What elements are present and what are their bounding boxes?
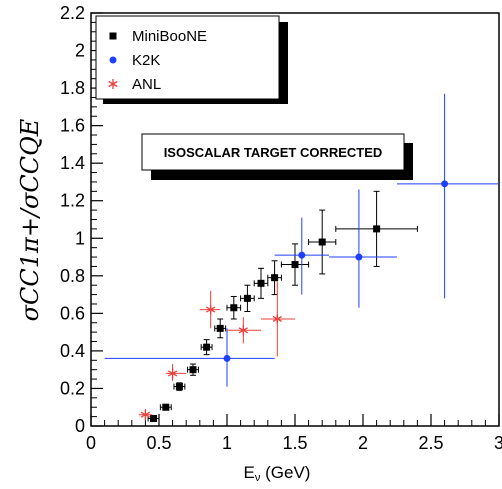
y-tick-label: 0.2 bbox=[60, 378, 85, 398]
y-tick-label: 1.6 bbox=[60, 116, 85, 136]
k2k-point bbox=[441, 180, 449, 188]
legend-marker-anl bbox=[108, 79, 118, 89]
legend-marker-k2k bbox=[109, 56, 117, 64]
y-tick-label: 0.4 bbox=[60, 341, 85, 361]
legend: MiniBooNE K2K ANL bbox=[95, 15, 288, 104]
x-tick-label: 0 bbox=[86, 433, 96, 453]
legend-label-anl: ANL bbox=[132, 76, 161, 93]
x-tick-label: 0.5 bbox=[146, 433, 171, 453]
y-tick-label: 2 bbox=[75, 41, 85, 61]
miniboone-point bbox=[318, 238, 326, 246]
anl-series bbox=[138, 281, 295, 421]
x-tick-label: 2 bbox=[358, 433, 368, 453]
y-tick-label: 0.8 bbox=[60, 266, 85, 286]
miniboone-point bbox=[216, 324, 224, 332]
miniboone-point bbox=[243, 294, 251, 302]
x-axis-title: Eν (GeV) bbox=[244, 463, 311, 484]
y-tick-label: 1 bbox=[75, 228, 85, 248]
legend-label-miniboone: MiniBooNE bbox=[132, 28, 207, 45]
x-axis-title-main: E bbox=[244, 463, 255, 482]
k2k-point bbox=[355, 253, 363, 261]
miniboone-point bbox=[271, 274, 279, 282]
x-axis-title-unit: (GeV) bbox=[260, 463, 310, 482]
y-tick-label: 1.4 bbox=[60, 153, 85, 173]
y-axis-title: σCC1π+/σCCQE bbox=[16, 118, 44, 321]
miniboone-point bbox=[257, 279, 265, 287]
x-tick-label: 3 bbox=[494, 433, 502, 453]
series-layer bbox=[104, 93, 499, 422]
x-tick-label: 1.5 bbox=[282, 433, 307, 453]
anl-point bbox=[140, 409, 151, 420]
anl-point bbox=[238, 325, 248, 336]
miniboone-point bbox=[373, 225, 381, 233]
miniboone-point bbox=[291, 261, 299, 269]
annotation: ISOSCALAR TARGET CORRECTED bbox=[141, 133, 413, 180]
k2k-point bbox=[298, 251, 306, 259]
y-axis: 0 0.2 0.4 0.6 0.8 1 1.2 1.4 1.6 1.8 2 2.2 bbox=[60, 3, 103, 436]
anl-point bbox=[167, 368, 178, 379]
annotation-box bbox=[141, 133, 405, 171]
miniboone-point bbox=[230, 304, 238, 312]
legend-items: MiniBooNE K2K ANL bbox=[108, 28, 207, 93]
y-tick-label: 1.8 bbox=[60, 78, 85, 98]
miniboone-series bbox=[147, 190, 418, 422]
k2k-series bbox=[104, 93, 499, 387]
annotation-text: ISOSCALAR TARGET CORRECTED bbox=[164, 145, 383, 160]
x-tick-label: 2.5 bbox=[418, 433, 443, 453]
y-tick-label: 2.2 bbox=[60, 3, 85, 23]
legend-box bbox=[95, 15, 280, 100]
x-axis-title-sub: ν bbox=[255, 472, 261, 484]
anl-point bbox=[206, 304, 216, 315]
x-axis: 0 0.5 1 1.5 2 2.5 3 bbox=[86, 414, 502, 453]
y-tick-label: 0 bbox=[75, 416, 85, 436]
miniboone-point bbox=[189, 366, 197, 374]
miniboone-point bbox=[150, 414, 158, 422]
legend-marker-miniboone bbox=[109, 32, 117, 40]
miniboone-point bbox=[162, 403, 170, 411]
k2k-point bbox=[223, 354, 231, 362]
x-tick-label: 1 bbox=[222, 433, 232, 453]
y-tick-label: 0.6 bbox=[60, 303, 85, 323]
anl-point bbox=[272, 313, 282, 324]
y-tick-label: 1.2 bbox=[60, 191, 85, 211]
legend-label-k2k: K2K bbox=[132, 52, 160, 69]
miniboone-point bbox=[203, 343, 211, 351]
miniboone-point bbox=[175, 383, 183, 391]
